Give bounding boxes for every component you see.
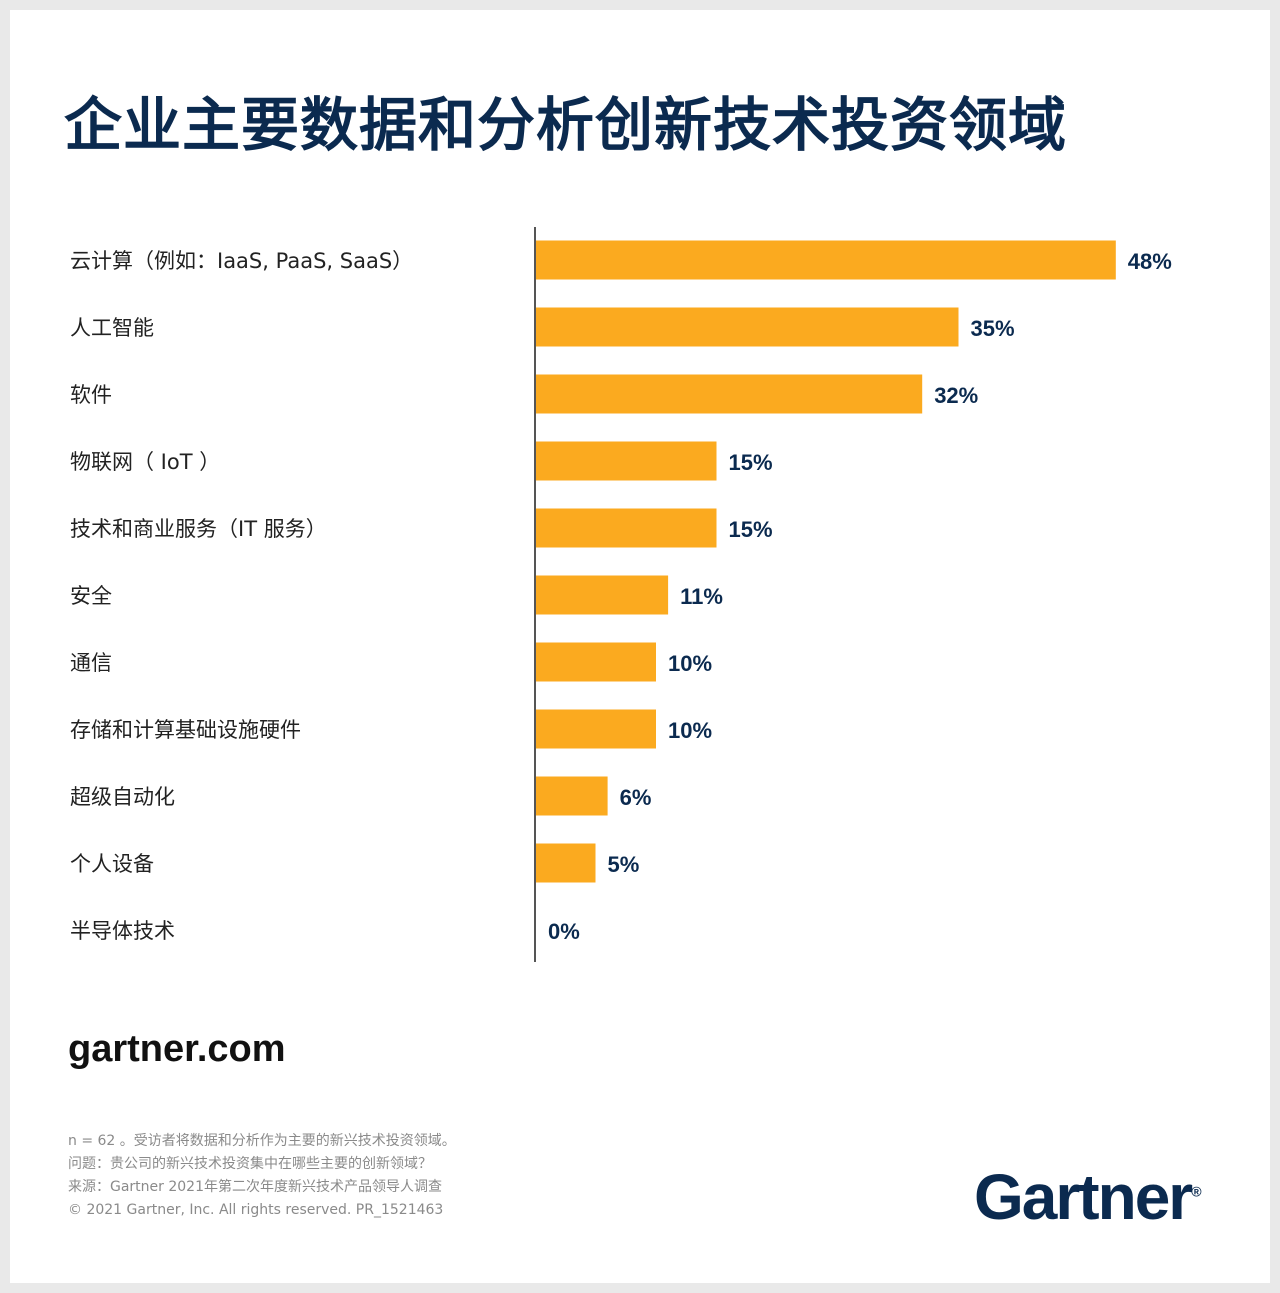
- footnote-sample: n = 62 。受访者将数据和分析作为主要的新兴技术投资领域。: [68, 1133, 456, 1149]
- data-label: 32%: [934, 383, 978, 408]
- category-label: 个人设备: [70, 852, 154, 876]
- bar: [535, 776, 608, 816]
- footnote-copyright: © 2021 Gartner, Inc. All rights reserved…: [68, 1202, 444, 1218]
- category-label: 技术和商业服务（IT 服务）: [70, 517, 327, 541]
- category-label: 超级自动化: [70, 785, 175, 809]
- gartner-logo: Gartner®: [974, 1161, 1202, 1233]
- bar: [535, 240, 1116, 280]
- data-label: 35%: [971, 316, 1015, 341]
- bar: [535, 843, 596, 883]
- bar: [535, 307, 959, 347]
- category-label: 通信: [70, 651, 112, 675]
- bar: [535, 575, 669, 615]
- category-label: 安全: [70, 584, 112, 608]
- category-label: 半导体技术: [70, 919, 175, 943]
- website-link[interactable]: gartner.com: [68, 1028, 286, 1070]
- data-label: 5%: [608, 852, 640, 877]
- category-label: 云计算（例如：IaaS, PaaS, SaaS）: [70, 249, 413, 273]
- data-label: 0%: [548, 919, 580, 944]
- bar: [535, 374, 923, 414]
- category-label: 存储和计算基础设施硬件: [70, 718, 301, 742]
- data-label: 6%: [620, 785, 652, 810]
- data-label: 15%: [729, 450, 773, 475]
- chart-title: 企业主要数据和分析创新技术投资领域: [64, 91, 1068, 159]
- data-label: 10%: [668, 651, 712, 676]
- data-label: 15%: [729, 517, 773, 542]
- footnotes: n = 62 。受访者将数据和分析作为主要的新兴技术投资领域。 问题：贵公司的新…: [68, 1130, 456, 1222]
- bar: [535, 642, 656, 682]
- bar: [535, 709, 656, 749]
- bar-chart: 云计算（例如：IaaS, PaaS, SaaS） 48% 人工智能 35% 软件 32% 物…: [70, 227, 1172, 962]
- footnote-source: 来源：Gartner 2021年第二次年度新兴技术产品领导人调查: [68, 1179, 442, 1195]
- bar: [535, 508, 717, 548]
- data-label: 10%: [668, 718, 712, 743]
- bar: [535, 441, 717, 481]
- data-label: 48%: [1128, 249, 1172, 274]
- category-label: 物联网（ IoT ）: [70, 450, 220, 474]
- footnote-question: 问题：贵公司的新兴技术投资集中在哪些主要的创新领域？: [68, 1156, 432, 1172]
- category-label: 软件: [70, 383, 112, 407]
- category-label: 人工智能: [70, 316, 154, 340]
- data-label: 11%: [680, 584, 723, 609]
